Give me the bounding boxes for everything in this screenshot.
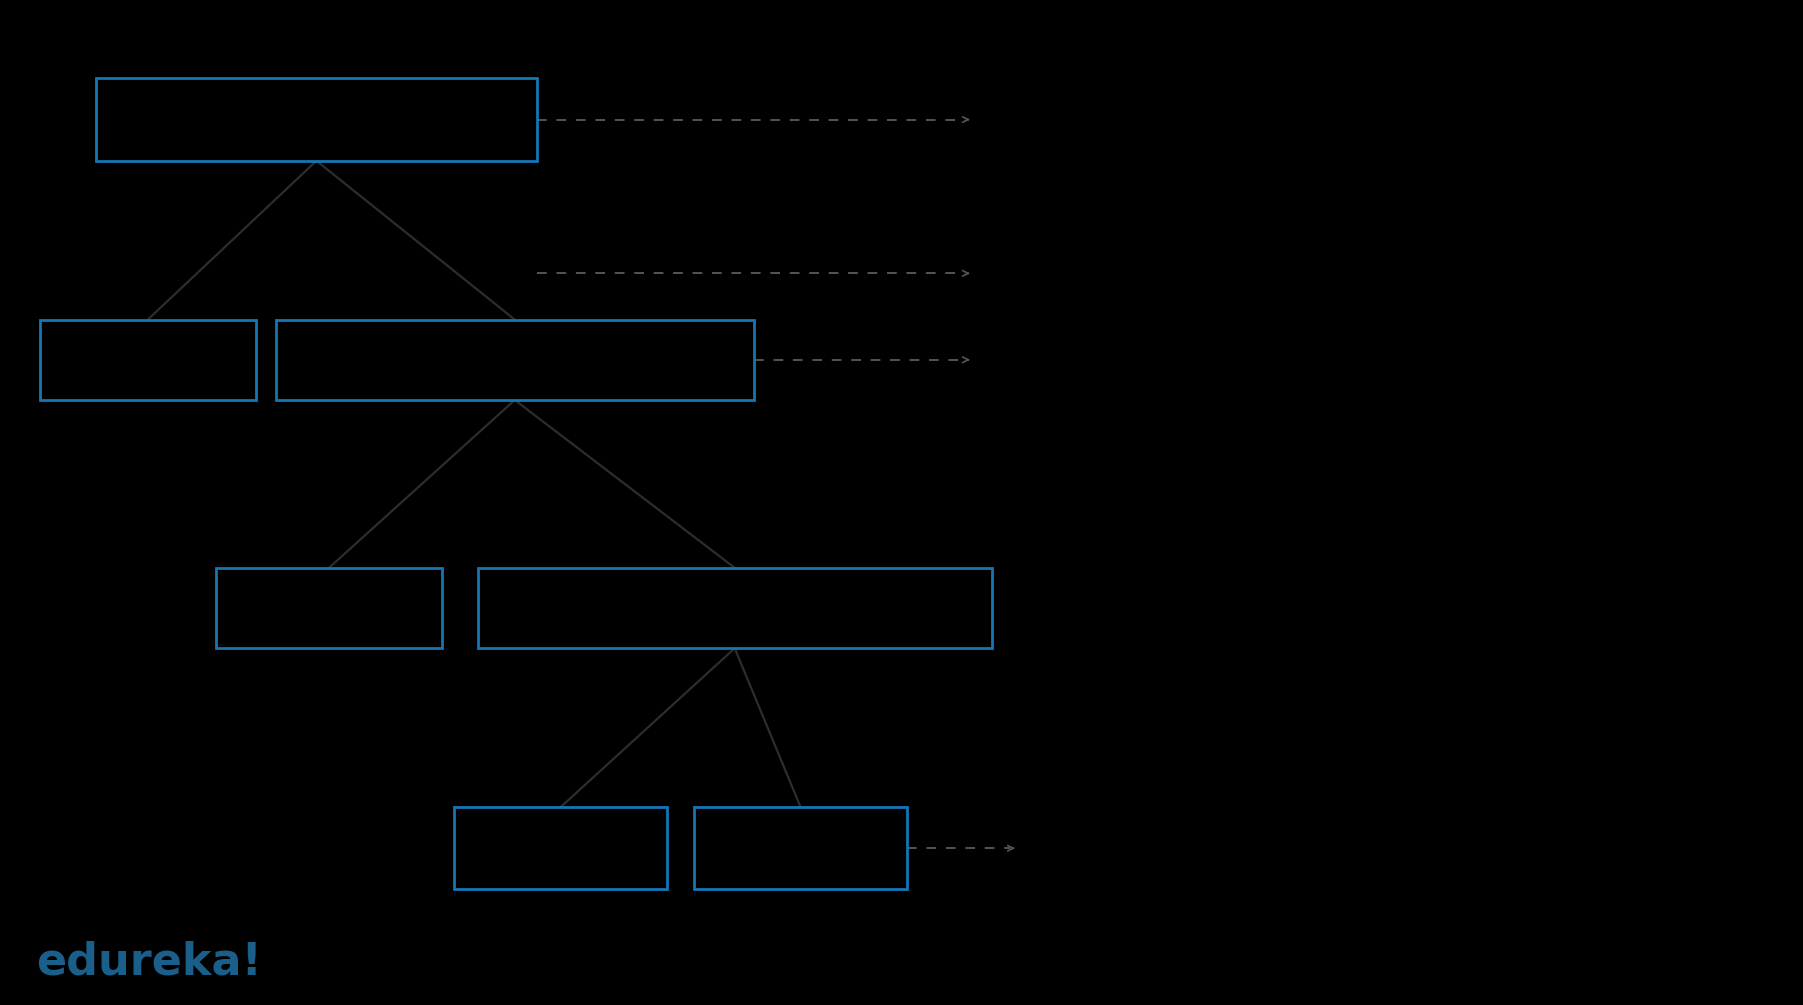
- Text: edureka!: edureka!: [36, 941, 261, 984]
- Bar: [694, 807, 907, 889]
- Bar: [478, 568, 992, 648]
- Bar: [454, 807, 667, 889]
- Bar: [276, 320, 754, 400]
- Bar: [216, 568, 442, 648]
- Bar: [96, 78, 537, 161]
- Bar: [40, 320, 256, 400]
